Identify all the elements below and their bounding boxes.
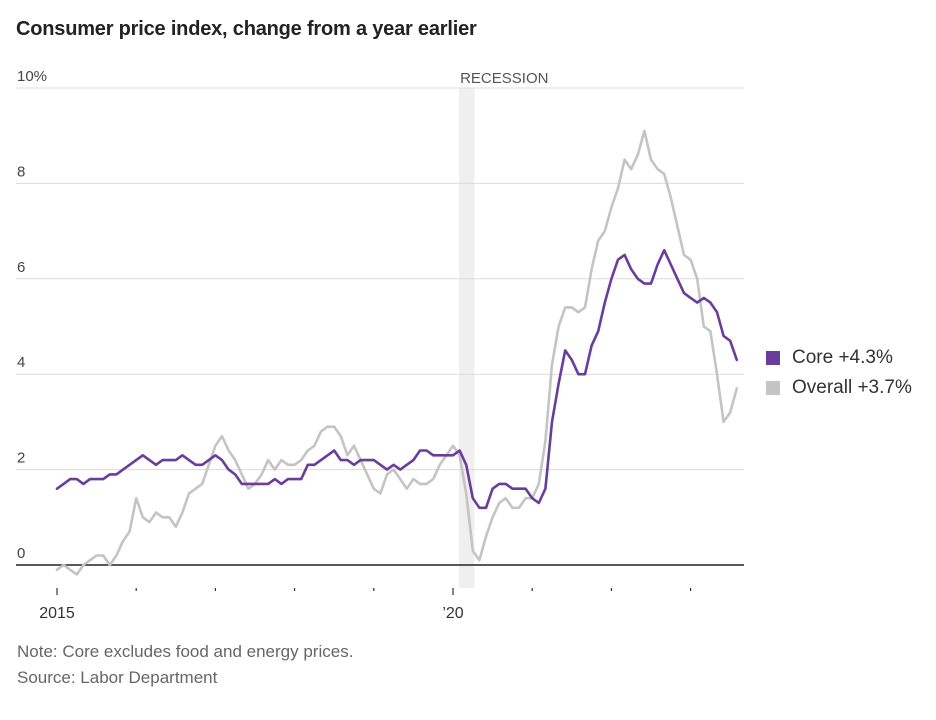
y-tick-label: 6 [17,259,25,276]
y-tick-label: 4 [17,354,25,371]
legend-swatch-core [766,351,780,365]
recession-label: RECESSION [460,70,548,87]
legend-swatch-overall [766,381,780,395]
footnote: Note: Core excludes food and energy pric… [17,642,354,661]
legend-label-core: Core +4.3% [792,347,893,368]
line-chart: RECESSION 0 2 4 6 8 10% 2015 ’20 [16,68,744,622]
recession-band [459,88,475,588]
source-line: Source: Labor Department [17,668,218,687]
series-line-overall [55,129,739,576]
series-line-core [55,248,739,510]
y-tick-label: 2 [17,450,25,467]
y-tick-label: 8 [17,163,25,180]
legend-item-overall: Overall +3.7% [766,373,912,403]
x-tick-label: 2015 [39,605,75,622]
chart-title: Consumer price index, change from a year… [16,18,477,40]
legend: Core +4.3% Overall +3.7% [766,343,912,403]
x-tick-label: ’20 [442,605,463,622]
y-tick-label: 0 [17,545,25,562]
legend-label-overall: Overall +3.7% [792,377,912,398]
legend-item-core: Core +4.3% [766,343,912,373]
y-tick-label: 10% [17,68,47,85]
